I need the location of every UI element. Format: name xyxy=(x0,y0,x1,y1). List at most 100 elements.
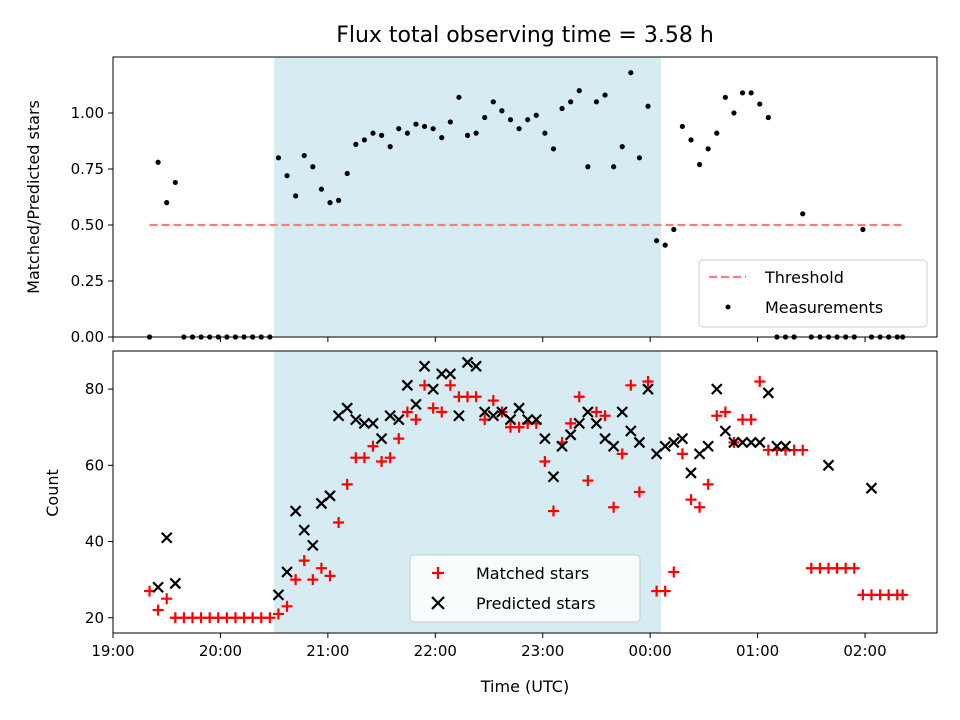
predicted-star-point xyxy=(685,467,697,479)
legend-top: Threshold Measurements xyxy=(698,259,928,328)
matched-star-point xyxy=(290,574,302,586)
predicted-star-point xyxy=(659,440,671,453)
measurement-point xyxy=(361,137,367,143)
measurement-point xyxy=(318,186,325,192)
measurement-point xyxy=(396,126,402,132)
matched-star-point xyxy=(668,566,680,578)
matched-star-point xyxy=(797,444,809,456)
matched-star-point xyxy=(702,478,714,490)
predicted-star-point xyxy=(289,505,302,517)
predicted-star-point xyxy=(350,413,362,426)
measurement-point xyxy=(533,112,539,118)
measurement-point xyxy=(739,90,746,96)
predicted-star-point xyxy=(281,566,293,578)
predicted-star-point xyxy=(521,413,534,426)
y-axis-label-bottom: Count xyxy=(43,469,62,517)
measurement-point xyxy=(516,126,522,132)
matched-star-point xyxy=(539,456,551,468)
measurement-point xyxy=(585,164,591,170)
measurement-point xyxy=(550,146,557,152)
predicted-star-point xyxy=(616,406,629,418)
predicted-star-point xyxy=(392,413,405,426)
measurement-point xyxy=(387,144,393,150)
y-axis-ticks: 0.00 0.25 0.50 0.75 1.00 xyxy=(71,104,113,346)
matched-star-point xyxy=(754,375,766,387)
predicted-star-point xyxy=(728,436,740,449)
measurement-point xyxy=(164,200,170,206)
measurement-point xyxy=(636,155,643,161)
matched-star-points xyxy=(144,375,909,624)
measurement-point xyxy=(447,119,453,125)
measurement-point xyxy=(353,141,359,147)
measurement-point xyxy=(490,99,496,105)
measurement-point xyxy=(619,144,625,150)
y-tick-label: 80 xyxy=(85,380,104,398)
predicted-star-point xyxy=(358,417,371,430)
matched-star-point xyxy=(384,452,396,464)
matched-star-point xyxy=(341,478,353,490)
bottom-panel: 20 40 60 80 19:00 20:00 21:00 22:00 23:00 00:00 0… xyxy=(43,350,938,696)
predicted-star-point xyxy=(513,402,525,414)
predicted-star-point xyxy=(272,589,285,601)
measurement-point xyxy=(464,132,471,138)
measurement-point xyxy=(378,132,385,138)
measurement-point xyxy=(473,130,479,136)
predicted-star-point xyxy=(444,368,457,380)
x-tick-label: 19:00 xyxy=(91,642,134,660)
legend-box xyxy=(409,554,641,623)
measurement-point xyxy=(370,130,376,136)
measurement-point xyxy=(559,105,565,112)
measurement-point xyxy=(679,123,685,130)
measurement-point xyxy=(439,135,445,141)
measurement-point xyxy=(576,88,582,94)
predicted-star-point xyxy=(435,368,448,380)
x-tick-label: 00:00 xyxy=(629,642,672,660)
measurement-point xyxy=(430,126,436,132)
matched-star-point xyxy=(590,406,602,418)
measurement-point xyxy=(765,114,771,121)
matched-star-point xyxy=(161,593,173,605)
matched-star-point xyxy=(848,562,860,574)
predicted-star-point xyxy=(384,410,396,422)
x-tick-label: 22:00 xyxy=(414,642,457,660)
y-tick-label: 1.00 xyxy=(71,104,104,122)
measurement-point xyxy=(688,137,694,143)
top-panel: 0.00 0.25 0.50 0.75 1.00 Flux total observin… xyxy=(24,23,938,346)
matched-star-point xyxy=(573,391,585,403)
matched-star-point xyxy=(547,505,559,517)
measurement-point xyxy=(654,238,660,244)
measurement-point xyxy=(714,130,720,136)
matched-star-point xyxy=(599,410,611,422)
matched-star-point xyxy=(719,406,731,418)
measurement-point xyxy=(671,226,677,233)
measurement-point xyxy=(155,159,161,165)
x-tick-label: 02:00 xyxy=(843,642,886,660)
predicted-star-point xyxy=(710,383,723,395)
measurement-point xyxy=(507,117,514,123)
matched-star-point xyxy=(298,555,310,567)
matched-star-point xyxy=(513,421,525,433)
x-axis-ticks xyxy=(112,337,866,342)
matched-star-point xyxy=(659,585,671,597)
predicted-star-point xyxy=(367,417,379,430)
matched-star-point xyxy=(608,501,620,513)
predicted-star-point xyxy=(169,577,182,590)
predicted-star-point xyxy=(401,379,414,392)
matched-star-point xyxy=(642,375,654,387)
measurement-point xyxy=(602,92,608,98)
predicted-star-point xyxy=(822,459,835,472)
legend-measurement-marker xyxy=(725,304,731,310)
measurement-point xyxy=(284,173,290,179)
predicted-star-point xyxy=(298,524,311,536)
x-axis-label: Time (UTC) xyxy=(480,677,569,696)
shaded-span xyxy=(274,57,661,337)
legend-box xyxy=(698,259,928,328)
matched-star-point xyxy=(745,414,757,426)
measurement-point xyxy=(275,155,282,161)
predicted-star-point xyxy=(745,436,757,449)
matched-star-point xyxy=(427,402,439,414)
measurement-point xyxy=(662,242,668,248)
predicted-star-point xyxy=(410,398,422,411)
measurement-point xyxy=(499,108,505,114)
